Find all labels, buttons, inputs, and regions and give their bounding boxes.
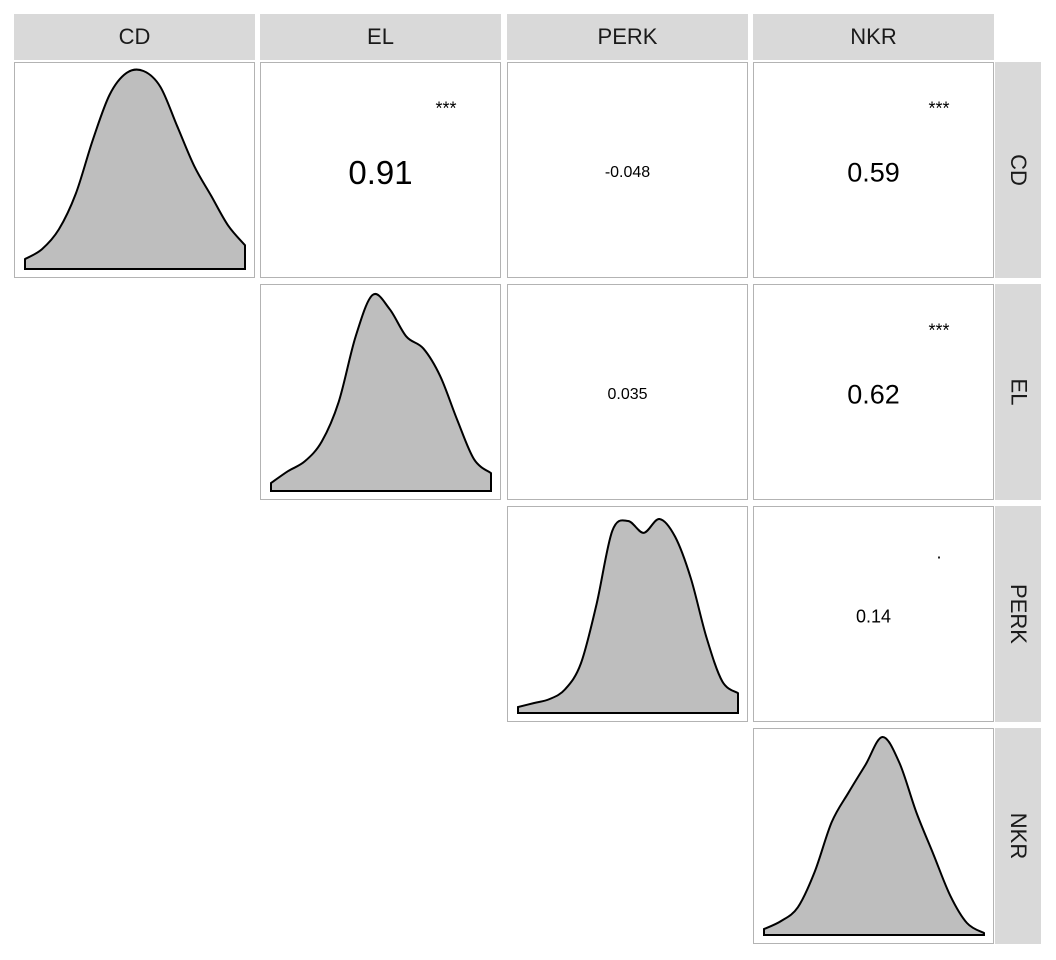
- row-strip-label: CD: [1006, 154, 1031, 186]
- density-curve-cd: [24, 68, 246, 270]
- column-strip-el: EL: [260, 14, 501, 60]
- density-curve-el: [270, 292, 492, 492]
- density-panel-perk: [507, 506, 748, 722]
- row-strip-perk: PERK: [995, 506, 1041, 722]
- significance-stars: ***: [435, 98, 457, 119]
- corr-panel-cd-perk: -0.048: [507, 62, 748, 278]
- density-panel-cd: [14, 62, 255, 278]
- row-strip-el: EL: [995, 284, 1041, 500]
- significance-stars: .: [936, 542, 942, 563]
- corr-panel-el-nkr: 0.62 ***: [753, 284, 994, 500]
- density-panel-nkr: [753, 728, 994, 944]
- correlation-value: 0.62: [847, 379, 900, 410]
- significance-stars: ***: [928, 98, 950, 119]
- significance-stars: ***: [928, 320, 950, 341]
- row-strip-label: EL: [1005, 378, 1031, 406]
- correlation-value: 0.91: [348, 154, 413, 191]
- row-strip-nkr: NKR: [995, 728, 1041, 944]
- column-strip-nkr: NKR: [753, 14, 994, 60]
- column-strip-perk: PERK: [507, 14, 748, 60]
- row-strip-label: PERK: [1006, 584, 1032, 644]
- correlation-value: 0.035: [607, 386, 648, 403]
- density-plot: [517, 517, 739, 714]
- corr-panel-cd-el: 0.91 ***: [260, 62, 501, 278]
- correlation-value: 0.14: [855, 606, 892, 627]
- density-curve-nkr: [763, 736, 985, 936]
- corr-panel-perk-nkr: 0.14.: [753, 506, 994, 722]
- corr-panel-el-perk: 0.035: [507, 284, 748, 500]
- density-plot: [763, 736, 985, 936]
- correlation-value: 0.59: [847, 157, 900, 188]
- density-plot: [24, 68, 246, 270]
- density-plot: [270, 292, 492, 492]
- row-strip-cd: CD: [995, 62, 1041, 278]
- correlation-value: -0.048: [604, 164, 651, 181]
- column-strip-cd: CD: [14, 14, 255, 60]
- density-curve-perk: [517, 517, 739, 714]
- corr-panel-cd-nkr: 0.59 ***: [753, 62, 994, 278]
- density-panel-el: [260, 284, 501, 500]
- row-strip-label: NKR: [1006, 812, 1032, 860]
